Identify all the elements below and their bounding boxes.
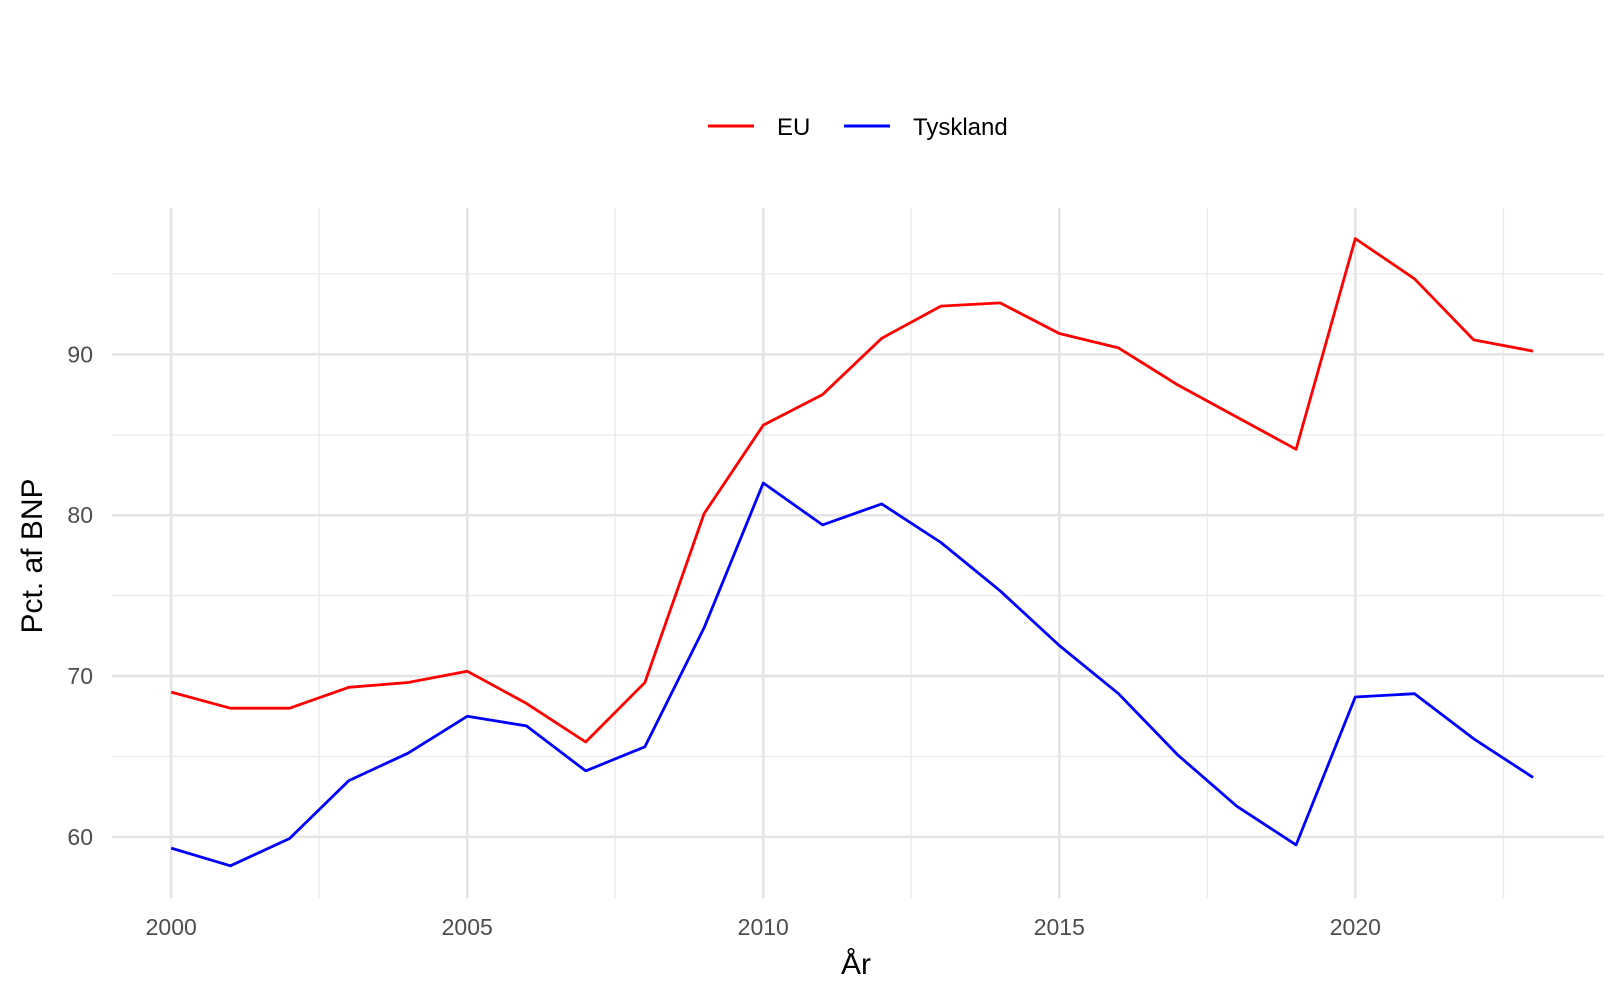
x-tick-label: 2005 (442, 914, 493, 940)
y-axis-title: Pct. af BNP (16, 478, 49, 633)
x-tick-labels: 2000 2005 2010 2015 2020 (146, 914, 1381, 940)
legend-label-eu: EU (777, 114, 810, 141)
x-tick-label: 2000 (146, 914, 197, 940)
y-tick-label: 70 (67, 663, 93, 689)
x-tick-label: 2015 (1034, 914, 1085, 940)
x-tick-label: 2020 (1330, 914, 1381, 940)
series-line-eu (170, 237, 1534, 744)
y-tick-label: 90 (67, 341, 93, 367)
y-tick-label: 60 (67, 824, 93, 850)
y-tick-labels: 60 70 80 90 (67, 341, 93, 850)
series-lines (170, 237, 1534, 868)
legend: EU Tyskland (708, 114, 1008, 141)
grid (112, 208, 1604, 898)
x-tick-label: 2010 (738, 914, 789, 940)
legend-label-tyskland: Tyskland (913, 114, 1008, 141)
x-axis-title: År (841, 948, 871, 981)
y-tick-label: 80 (67, 502, 93, 528)
series-line-tyskland (170, 481, 1534, 868)
